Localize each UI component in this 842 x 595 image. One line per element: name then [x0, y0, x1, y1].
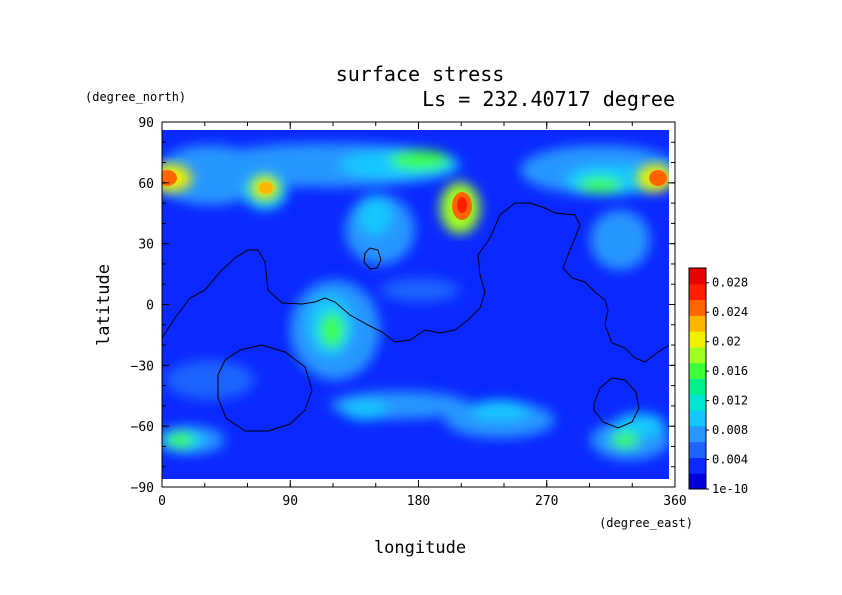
- colorbar-segment: [689, 425, 706, 443]
- x-tick-label: 0: [158, 494, 166, 509]
- y-tick-label: 90: [138, 116, 154, 131]
- chart-title: surface stress: [336, 62, 505, 86]
- field-region: [590, 210, 650, 270]
- field-region: [615, 413, 665, 437]
- x-tick-label: 90: [282, 494, 298, 509]
- field-region: [578, 177, 622, 193]
- field-region: [390, 150, 450, 170]
- colorbar-segment: [689, 268, 706, 285]
- field-region: [320, 312, 344, 348]
- contour-line: [217, 344, 313, 432]
- field-hotspot: [259, 182, 273, 194]
- colorbar-tick-label: 0.028: [712, 276, 748, 290]
- colorbar-tick-label: 0.008: [712, 423, 748, 437]
- y-tick-label: 60: [138, 177, 154, 192]
- colorbar-tick-label: 0.02: [712, 335, 741, 349]
- field-hotspot: [162, 170, 177, 186]
- x-unit-label: (degree_east): [599, 516, 693, 530]
- colorbar-segment: [689, 378, 706, 395]
- colorbar-tick-label: 0.004: [712, 453, 748, 467]
- chart-subtitle: Ls = 232.40717 degree: [422, 87, 675, 111]
- x-tick-label: 270: [535, 494, 558, 509]
- contour-line: [162, 202, 669, 363]
- colorbar-segment: [689, 346, 706, 364]
- x-tick-label: 180: [407, 494, 430, 509]
- y-unit-label: (degree_north): [85, 90, 186, 104]
- colorbar-frame: [688, 267, 707, 490]
- x-axis-title: longitude: [374, 538, 466, 558]
- colorbar-segment: [689, 410, 706, 427]
- field-region: [166, 432, 194, 448]
- topography-contours: [162, 202, 669, 432]
- y-tick-label: −90: [131, 481, 154, 496]
- colorbar-segment: [689, 362, 706, 379]
- field-region: [470, 400, 530, 420]
- colorbar-tick-label: 1e-10: [712, 482, 748, 496]
- y-axis-title: latitude: [94, 264, 114, 346]
- colorbar-tick-label: 0.016: [712, 364, 748, 378]
- field-region: [162, 145, 265, 205]
- field-region: [380, 278, 460, 302]
- colorbar-segment: [689, 315, 706, 332]
- field-hotspot: [649, 170, 667, 186]
- colorbar-segment: [689, 299, 706, 316]
- field-hotspot: [457, 197, 467, 213]
- field-region: [165, 360, 255, 400]
- x-axis: 0 90 180 270 360: [158, 122, 687, 509]
- colorbar: 0.028 0.024 0.02 0.016 0.012 0.008 0.004 1e-10: [688, 267, 748, 496]
- y-tick-label: −30: [131, 359, 154, 374]
- colorbar-segment: [689, 473, 706, 490]
- contour-line: [363, 247, 382, 270]
- colorbar-segment: [689, 441, 706, 458]
- y-tick-label: 0: [146, 299, 154, 314]
- colorbar-tick-label: 0.012: [712, 394, 748, 408]
- colorbar-segment: [689, 457, 706, 474]
- colorbar-segment: [689, 394, 706, 411]
- field-region: [359, 195, 391, 235]
- y-tick-label: −60: [131, 420, 154, 435]
- contour-line: [593, 377, 640, 429]
- y-axis: 90 60 30 0 −30 −60 −90: [131, 116, 675, 496]
- colorbar-segment: [689, 331, 706, 348]
- colorbar-tick-label: 0.024: [712, 305, 748, 319]
- x-tick-label: 360: [663, 494, 686, 509]
- field-region: [611, 432, 639, 448]
- field-region: [343, 400, 387, 420]
- stress-field: [162, 130, 669, 479]
- colorbar-segment: [689, 283, 706, 301]
- y-tick-label: 30: [138, 238, 154, 253]
